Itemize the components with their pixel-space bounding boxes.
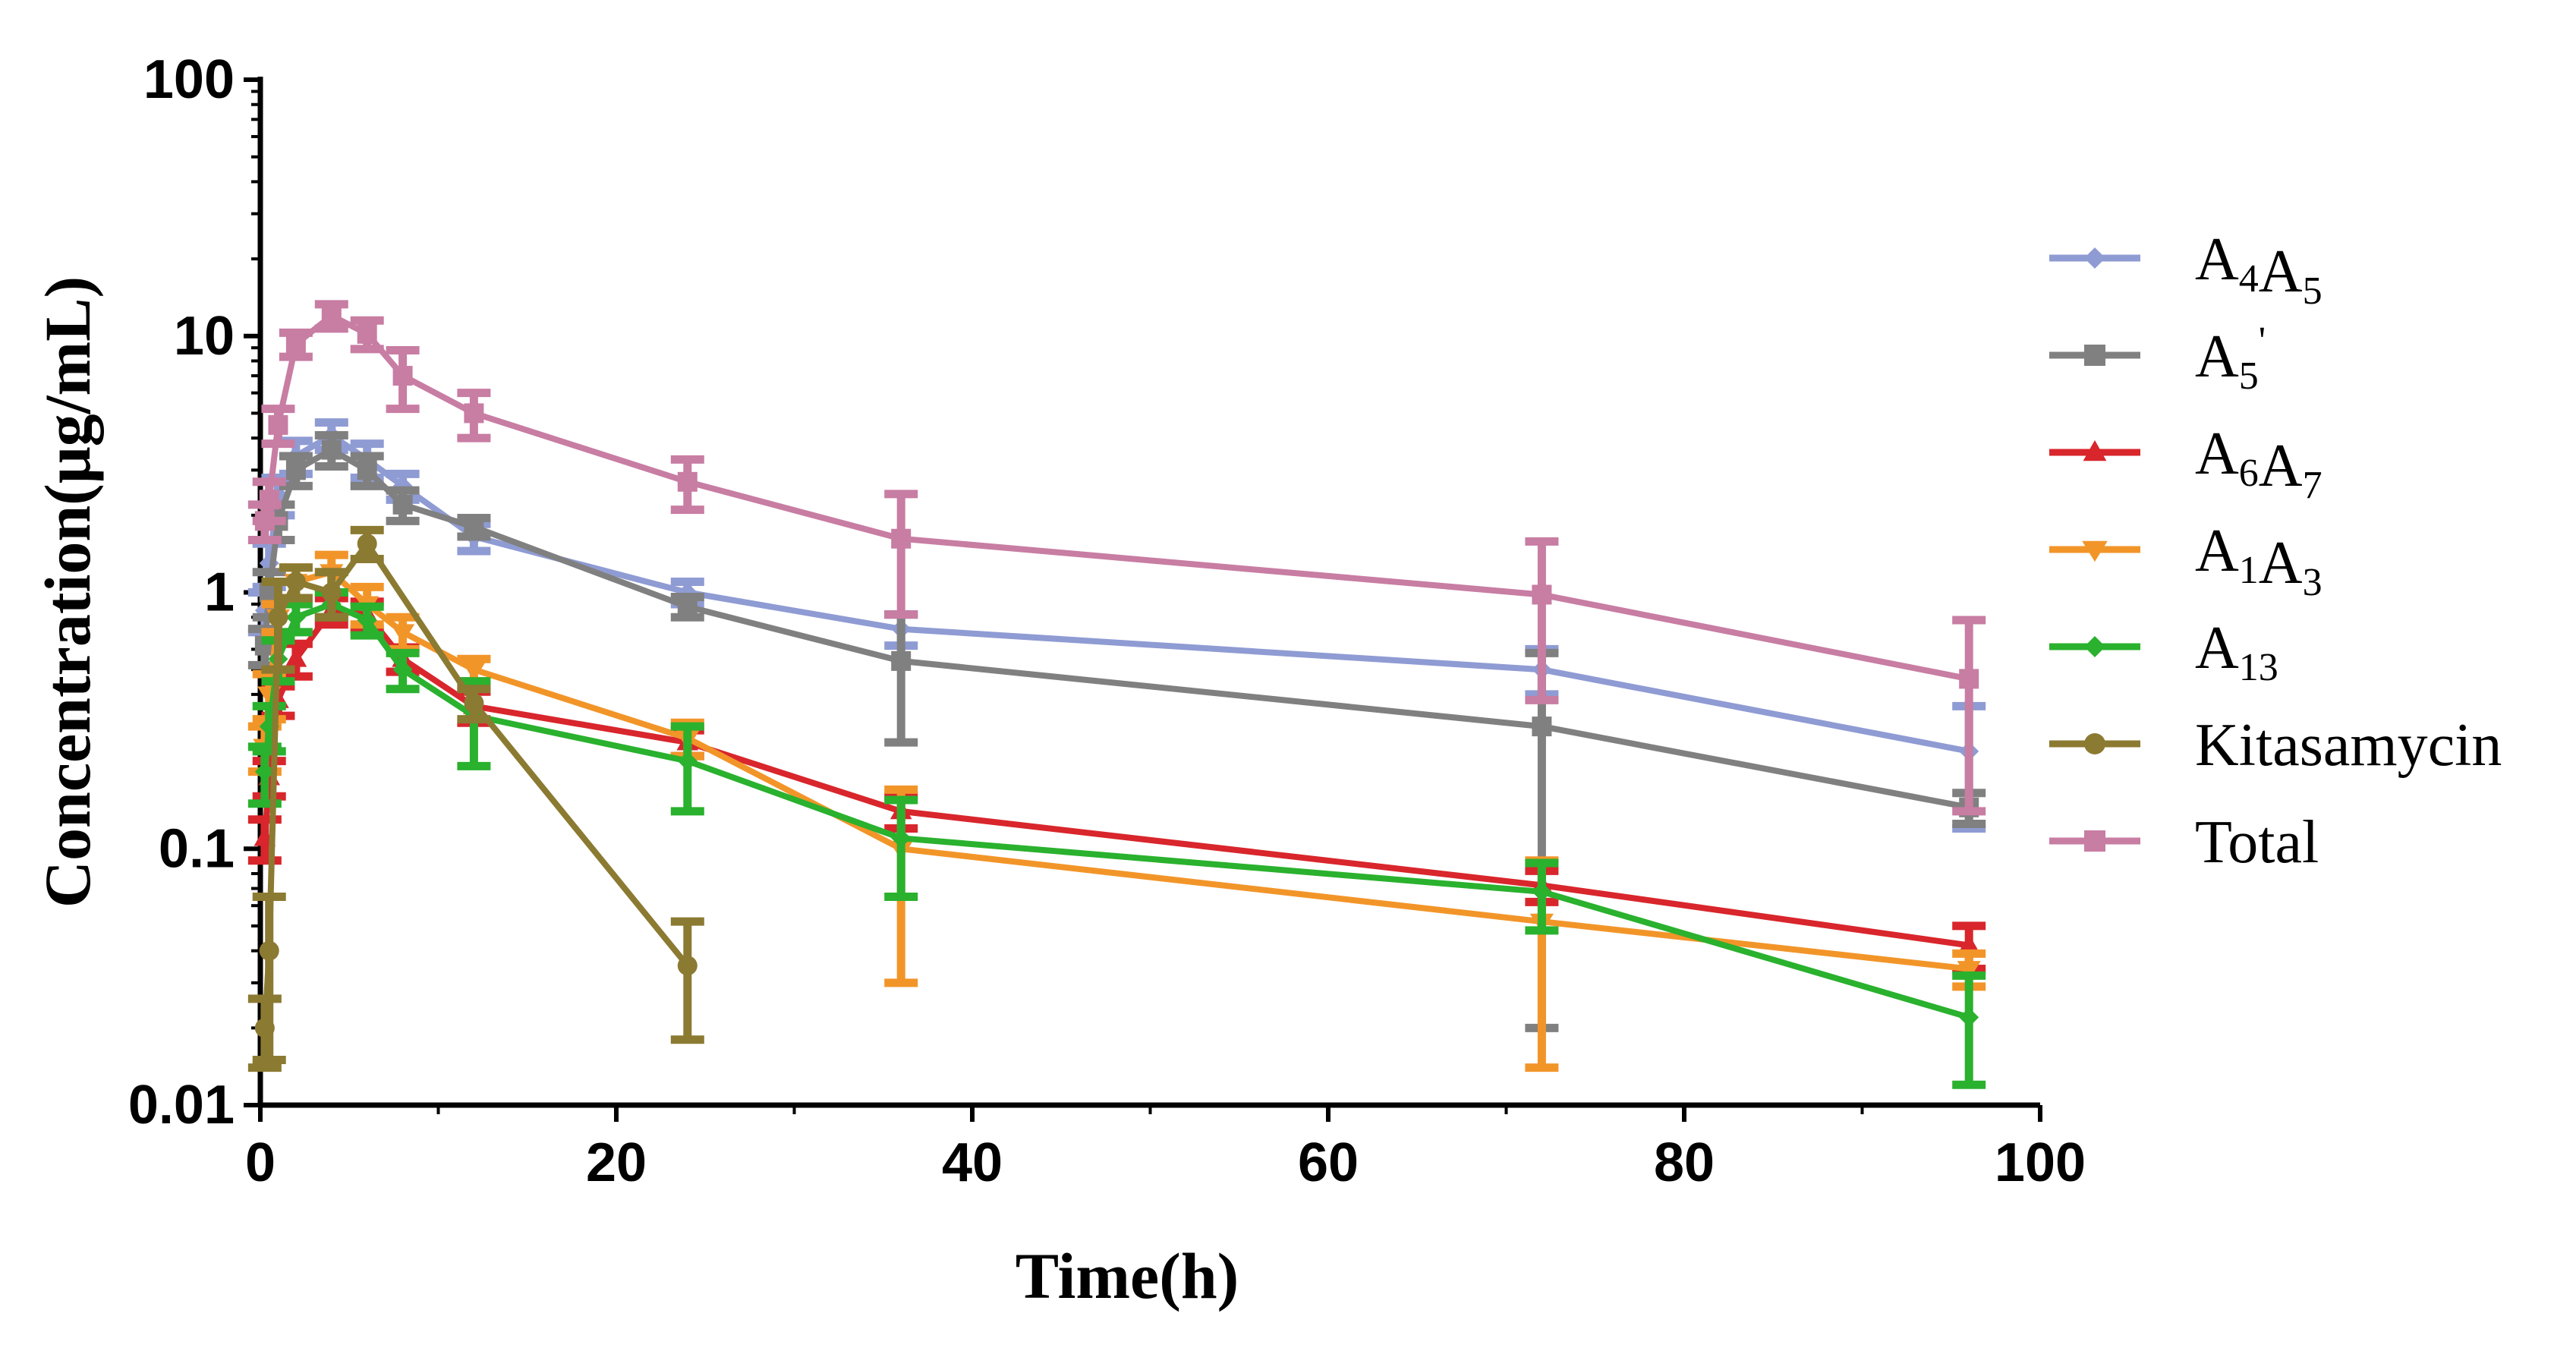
data-point: [254, 761, 275, 782]
data-point: [268, 607, 288, 628]
series-a4a5: [247, 418, 1986, 833]
legend-swatch-marker: [2084, 345, 2105, 366]
legend-label: Kitasamycin: [2195, 712, 2502, 779]
data-point: [259, 940, 279, 961]
data-point: [391, 624, 415, 644]
data-point: [677, 597, 698, 617]
data-point: [1957, 961, 1981, 981]
legend-item: A6A7: [2049, 420, 2322, 507]
legend-label: A6A7: [2195, 420, 2322, 507]
legend-label: Total: [2195, 809, 2319, 876]
data-point: [357, 534, 377, 554]
data-point: [464, 517, 484, 537]
data-point: [285, 647, 307, 667]
data-point: [285, 334, 306, 354]
data-point: [357, 323, 377, 344]
series-line: [261, 607, 1970, 949]
data-point: [1532, 881, 1552, 902]
legend-item: A5': [2049, 320, 2266, 398]
legend-label: A5': [2195, 320, 2266, 398]
data-point: [1532, 584, 1552, 605]
x-tick-label: 100: [1995, 1132, 2086, 1193]
legend-item: A4A5: [2049, 226, 2322, 313]
data-point: [1959, 669, 1979, 689]
data-point: [254, 1018, 275, 1038]
legend-swatch-marker: [2083, 439, 2107, 461]
legend-item: A13: [2049, 615, 2278, 689]
data-point: [392, 660, 413, 680]
y-tick-label: 100: [143, 49, 235, 110]
data-point: [464, 693, 484, 713]
data-point: [357, 609, 377, 630]
data-point: [392, 366, 413, 386]
legend-swatch-marker: [2084, 636, 2105, 657]
legend-item: A1A3: [2049, 518, 2322, 604]
data-point: [285, 572, 306, 592]
series-line: [261, 601, 1970, 1021]
series-a6a7: [247, 594, 1986, 973]
series-layer: [247, 300, 1986, 1089]
data-point: [1532, 717, 1552, 737]
legend-label: A13: [2195, 615, 2278, 689]
data-point: [321, 306, 342, 326]
legend-swatch-marker: [2082, 540, 2108, 562]
data-point: [891, 828, 912, 849]
data-point: [321, 439, 342, 460]
x-tick-label: 60: [1298, 1132, 1359, 1193]
y-tick-label: 0.01: [128, 1075, 235, 1135]
data-point: [392, 494, 413, 515]
legend-item: Kitasamycin: [2049, 712, 2502, 779]
series-line: [261, 446, 1970, 811]
data-point: [677, 956, 698, 976]
legend-item: Total: [2049, 809, 2319, 876]
y-tick-label: 1: [204, 562, 235, 623]
legend-swatch-marker: [2084, 247, 2105, 269]
data-point: [1957, 934, 1980, 953]
data-point: [254, 511, 275, 531]
legend-swatch-marker: [2084, 733, 2105, 754]
x-tick-label: 40: [942, 1132, 1003, 1193]
data-point: [891, 528, 912, 549]
data-point: [461, 661, 486, 682]
data-point: [268, 414, 288, 435]
data-point: [677, 471, 698, 492]
series-line: [261, 540, 690, 1028]
legend-label: A4A5: [2195, 226, 2322, 313]
data-point: [259, 490, 279, 510]
data-point: [321, 582, 342, 603]
data-point: [677, 751, 698, 771]
legend-label: A1A3: [2195, 518, 2322, 604]
series-kitasamycin: [247, 525, 704, 1072]
x-tick-label: 80: [1654, 1132, 1715, 1193]
data-point: [1959, 1007, 1979, 1028]
data-point: [285, 607, 306, 628]
x-tick-label: 20: [586, 1132, 647, 1193]
series-line: [261, 313, 1970, 682]
series-line: [261, 432, 1970, 754]
x-tick-label: 0: [245, 1132, 276, 1193]
series-total: [247, 300, 1986, 816]
y-tick-label: 0.1: [159, 818, 235, 879]
data-point: [464, 403, 484, 424]
x-axis-title: Time(h): [1016, 1239, 1239, 1312]
data-point: [285, 460, 306, 480]
y-tick-label: 10: [174, 306, 235, 367]
legend-swatch-marker: [2084, 830, 2105, 852]
data-point: [357, 460, 377, 480]
y-axis-title: Concentration(μg/mL): [31, 276, 104, 908]
data-point: [891, 650, 912, 671]
